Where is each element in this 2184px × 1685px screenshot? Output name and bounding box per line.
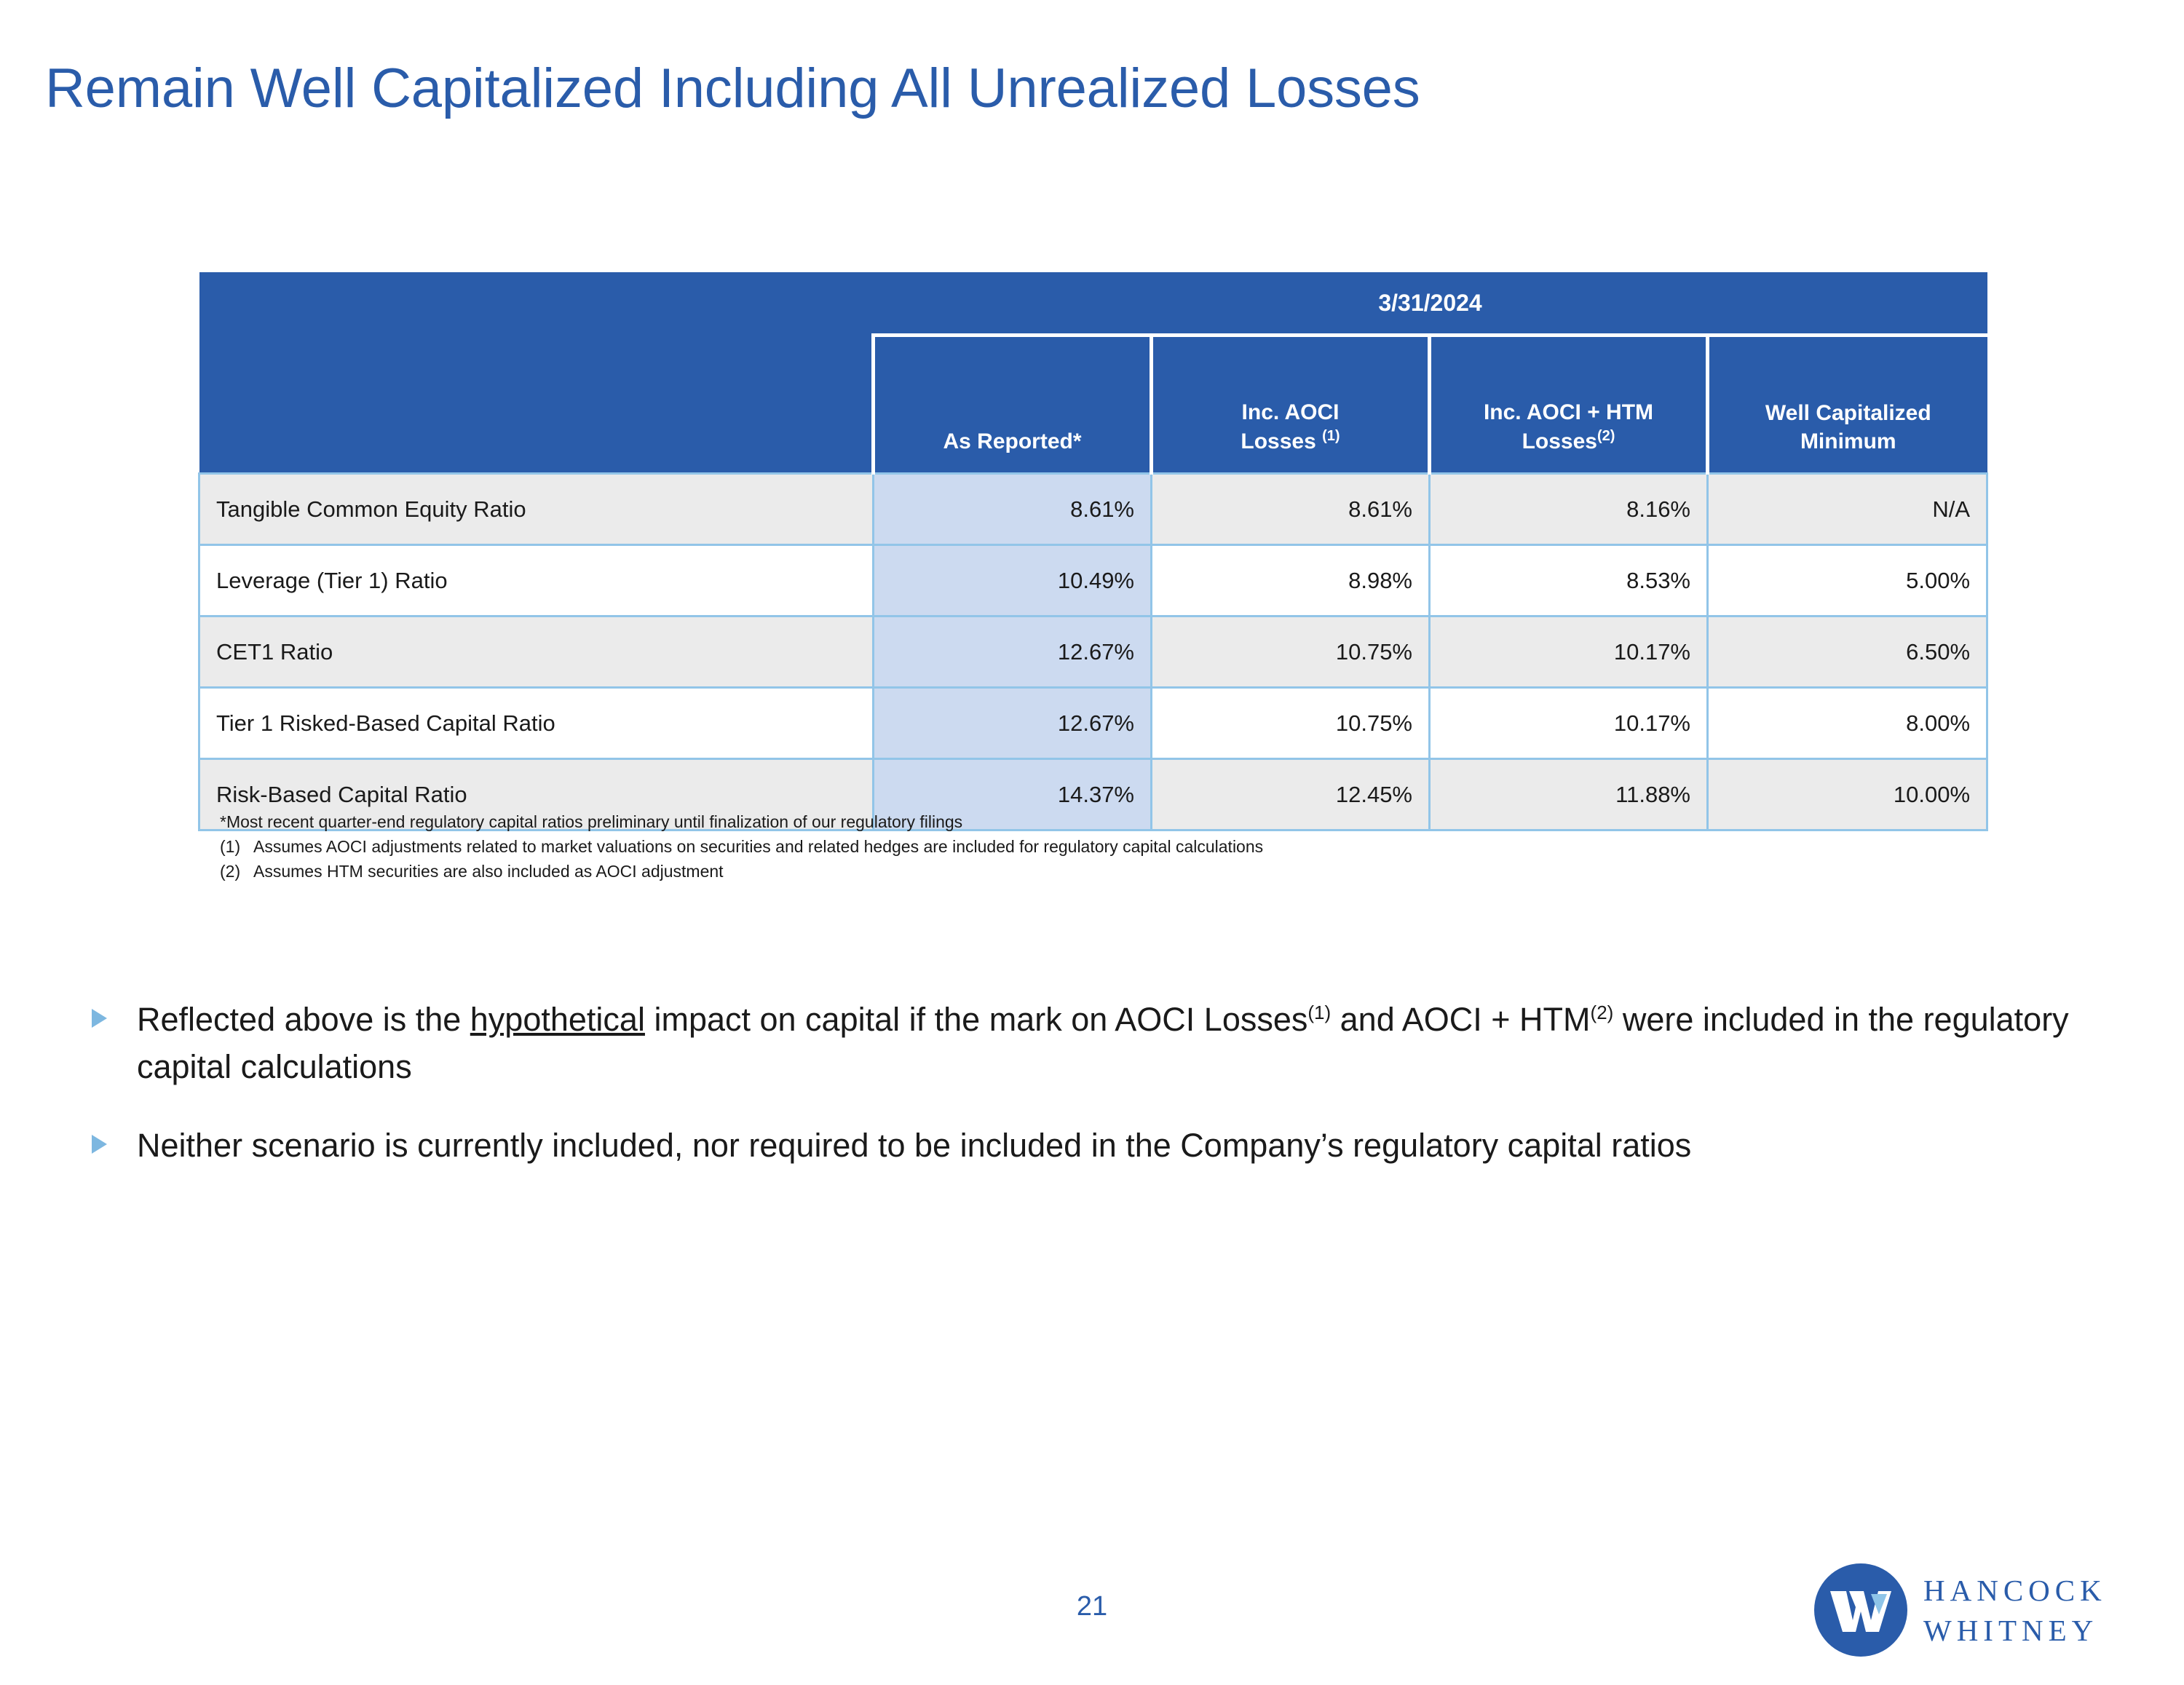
table-row: Tangible Common Equity Ratio 8.61% 8.61%… — [198, 472, 1989, 546]
column-header-as-reported-line1: As Reported* — [943, 429, 1082, 454]
cell-well-cap-min: 6.50% — [1706, 615, 1989, 689]
cell-inc-aoci: 8.61% — [1150, 472, 1430, 546]
column-header-inc-aoci-line2: Losses — [1241, 429, 1323, 454]
footnote-2: (2) Assumes HTM securities are also inclu… — [220, 859, 1263, 884]
cell-inc-aoci-htm: 10.17% — [1428, 615, 1708, 689]
hancock-whitney-w-mark-icon — [1814, 1563, 1907, 1657]
page-number: 21 — [1076, 1591, 1108, 1622]
table-row: Tier 1 Risked-Based Capital Ratio 12.67%… — [198, 686, 1989, 760]
cell-inc-aoci: 10.75% — [1150, 686, 1430, 760]
cell-well-cap-min: 10.00% — [1706, 758, 1989, 831]
cell-well-cap-min: 5.00% — [1706, 544, 1989, 617]
logo-line-whitney: WHITNEY — [1923, 1613, 2099, 1647]
cell-inc-aoci-htm: 8.53% — [1428, 544, 1708, 617]
footnote-2-text: Assumes HTM securities are also included… — [253, 862, 724, 881]
bullet-1-part4: were included in the regulatory capital … — [137, 1001, 2069, 1086]
row-label: Tier 1 Risked-Based Capital Ratio — [198, 686, 874, 760]
table-row: Risk-Based Capital Ratio 14.37% 12.45% 1… — [198, 758, 1989, 831]
bullet-list: Reflected above is the hypothetical impa… — [82, 996, 2091, 1200]
column-header-as-reported: As Reported* — [871, 335, 1152, 474]
cell-inc-aoci-htm: 10.17% — [1428, 686, 1708, 760]
capital-ratios-table: 3/31/2024 As Reported* Inc. AOCI Losses … — [198, 272, 1989, 831]
footnote-asterisk: *Most recent quarter-end regulatory capi… — [220, 809, 1263, 834]
cell-inc-aoci: 8.98% — [1150, 544, 1430, 617]
column-header-inc-aoci-htm-line2: Losses — [1522, 429, 1597, 454]
bullet-1-footnote-ref-1: (1) — [1307, 1002, 1332, 1023]
bullet-1-underlined: hypothetical — [470, 1001, 645, 1038]
column-header-inc-aoci-htm-footnote-ref: (2) — [1597, 428, 1615, 445]
cell-well-cap-min: N/A — [1706, 472, 1989, 546]
cell-as-reported: 12.67% — [872, 615, 1152, 689]
bullet-1-part1: Reflected above is the — [137, 1001, 470, 1038]
logo-line-hancock: HANCOCK — [1923, 1574, 2107, 1607]
table-header-date-row: 3/31/2024 — [199, 272, 1987, 474]
bullet-item: Reflected above is the hypothetical impa… — [82, 996, 2091, 1091]
cell-as-reported: 12.67% — [872, 686, 1152, 760]
row-label: Leverage (Tier 1) Ratio — [198, 544, 874, 617]
logo-wordmark: HANCOCK WHITNEY — [1923, 1571, 2107, 1650]
table-header: 3/31/2024 As Reported* Inc. AOCI Losses … — [199, 272, 1987, 474]
column-header-inc-aoci-htm: Inc. AOCI + HTM Losses(2) — [1428, 335, 1708, 474]
bullet-1-footnote-ref-2: (2) — [1590, 1002, 1614, 1023]
footnote-2-marker: (2) — [220, 862, 241, 881]
cell-inc-aoci: 10.75% — [1150, 615, 1430, 689]
bullet-triangle-icon — [92, 1009, 107, 1028]
column-header-inc-aoci-line1: Inc. AOCI — [1241, 400, 1340, 424]
bullet-2-text: Neither scenario is currently included, … — [137, 1126, 1692, 1164]
header-corner-cell — [199, 272, 874, 474]
footnote-asterisk-text: *Most recent quarter-end regulatory capi… — [220, 812, 963, 831]
footnote-1-text: Assumes AOCI adjustments related to mark… — [253, 837, 1264, 857]
cell-inc-aoci-htm: 8.16% — [1428, 472, 1708, 546]
column-header-well-capitalized-minimum: Well Capitalized Minimum — [1705, 335, 1987, 474]
page-title: Remain Well Capitalized Including All Un… — [45, 58, 1420, 119]
table-row: CET1 Ratio 12.67% 10.75% 10.17% 6.50% — [198, 615, 1989, 689]
bullet-1-part2: impact on capital if the mark on AOCI Lo… — [644, 1001, 1308, 1038]
cell-as-reported: 14.37% — [872, 758, 1152, 831]
footnote-1: (1) Assumes AOCI adjustments related to m… — [220, 834, 1263, 859]
cell-inc-aoci-htm: 11.88% — [1428, 758, 1708, 831]
row-label: Risk-Based Capital Ratio — [198, 758, 874, 831]
cell-as-reported: 10.49% — [872, 544, 1152, 617]
bullet-triangle-icon — [92, 1134, 107, 1154]
cell-well-cap-min: 8.00% — [1706, 686, 1989, 760]
row-label: CET1 Ratio — [198, 615, 874, 689]
table-header-columns-row: As Reported* Inc. AOCI Losses (1) Inc. A… — [199, 335, 1987, 474]
footnote-1-marker: (1) — [220, 837, 241, 857]
column-header-inc-aoci: Inc. AOCI Losses (1) — [1150, 335, 1430, 474]
column-header-well-cap-line1: Well Capitalized — [1765, 400, 1931, 425]
row-label: Tangible Common Equity Ratio — [198, 472, 874, 546]
cell-inc-aoci: 12.45% — [1150, 758, 1430, 831]
cell-as-reported: 8.61% — [872, 472, 1152, 546]
footnotes: *Most recent quarter-end regulatory capi… — [220, 809, 1263, 884]
header-date: 3/31/2024 — [873, 272, 1987, 337]
bullet-item: Neither scenario is currently included, … — [82, 1122, 2091, 1169]
table-row: Leverage (Tier 1) Ratio 10.49% 8.98% 8.5… — [198, 544, 1989, 617]
bullet-1-part3: and AOCI + HTM — [1331, 1001, 1591, 1038]
column-header-well-cap-line2: Minimum — [1800, 429, 1896, 454]
table-body: Tangible Common Equity Ratio 8.61% 8.61%… — [198, 472, 1989, 831]
column-header-inc-aoci-htm-line1: Inc. AOCI + HTM — [1483, 400, 1654, 424]
column-header-inc-aoci-footnote-ref: (1) — [1322, 428, 1340, 445]
company-logo: HANCOCK WHITNEY — [1814, 1559, 2156, 1668]
